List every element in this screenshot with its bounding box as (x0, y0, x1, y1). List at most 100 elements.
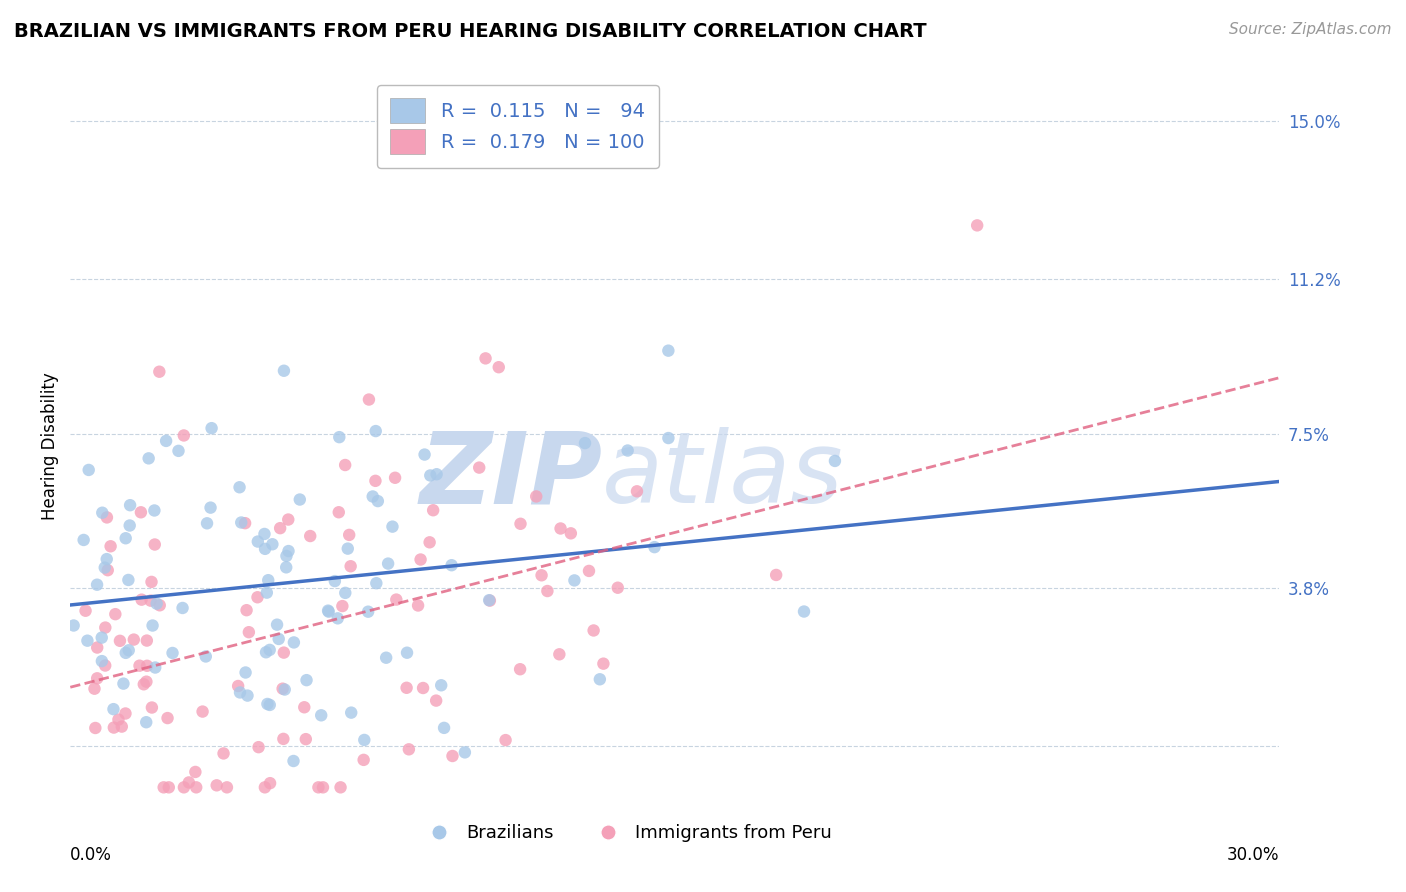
Point (578, 564, 600, 578)
Point (145, 597, 167, 611)
Point (276, 560, 298, 574)
Point (326, 611, 349, 625)
Point (156, 711, 179, 725)
Point (381, 519, 404, 533)
Point (229, 685, 252, 699)
Point (142, 618, 165, 632)
Point (277, 512, 299, 526)
Point (76, 633, 98, 648)
Point (114, 646, 136, 660)
Point (186, 780, 208, 795)
Point (336, 541, 359, 556)
Point (364, 474, 387, 488)
Point (139, 593, 162, 607)
Point (468, 460, 491, 475)
Point (295, 732, 318, 747)
Point (259, 776, 281, 790)
Point (118, 518, 141, 533)
Point (228, 480, 250, 494)
Point (419, 535, 441, 549)
Point (589, 673, 612, 687)
Point (395, 681, 418, 695)
Point (157, 780, 180, 795)
Point (77, 463, 100, 477)
Point (299, 529, 322, 543)
Point (96, 510, 118, 524)
Point (316, 604, 339, 618)
Point (366, 576, 388, 591)
Point (409, 552, 432, 566)
Point (173, 428, 195, 442)
Point (312, 780, 335, 795)
Point (177, 775, 200, 789)
Point (328, 430, 350, 444)
Point (247, 740, 270, 755)
Point (422, 503, 444, 517)
Point (148, 365, 170, 379)
Point (574, 436, 596, 450)
Point (413, 448, 436, 462)
Point (550, 521, 572, 535)
Point (212, 747, 235, 761)
Point (155, 434, 177, 448)
Point (478, 593, 501, 607)
Point (793, 605, 815, 619)
Point (129, 505, 152, 519)
Point (274, 682, 297, 697)
Point (276, 549, 298, 563)
Point (97, 563, 120, 577)
Point (194, 649, 217, 664)
Point (509, 662, 531, 676)
Point (377, 557, 399, 571)
Point (564, 574, 586, 588)
Point (256, 697, 278, 711)
Point (91, 506, 114, 520)
Point (367, 494, 389, 508)
Point (419, 468, 441, 483)
Point (606, 581, 628, 595)
Point (318, 605, 340, 619)
Point (114, 706, 136, 721)
Point (267, 632, 290, 646)
Point (259, 698, 281, 712)
Point (143, 503, 166, 517)
Point (440, 558, 463, 573)
Point (112, 676, 135, 690)
Point (332, 599, 354, 613)
Point (200, 500, 222, 515)
Point (425, 693, 447, 707)
Point (765, 568, 787, 582)
Point (361, 490, 384, 504)
Point (120, 498, 142, 512)
Point (548, 648, 571, 662)
Point (283, 635, 305, 649)
Point (173, 780, 195, 795)
Point (122, 632, 145, 647)
Point (90, 654, 112, 668)
Text: 0.0%: 0.0% (70, 846, 112, 863)
Point (135, 633, 157, 648)
Point (143, 660, 166, 674)
Point (94, 621, 117, 635)
Point (131, 592, 153, 607)
Point (246, 534, 269, 549)
Text: ZIP: ZIP (419, 427, 602, 524)
Text: BRAZILIAN VS IMMIGRANTS FROM PERU HEARING DISABILITY CORRELATION CHART: BRAZILIAN VS IMMIGRANTS FROM PERU HEARIN… (14, 22, 927, 41)
Point (236, 689, 259, 703)
Point (231, 516, 253, 530)
Point (262, 537, 284, 551)
Point (273, 364, 295, 378)
Point (172, 601, 194, 615)
Point (254, 541, 277, 556)
Point (233, 516, 256, 531)
Point (107, 713, 129, 727)
Point (200, 421, 222, 435)
Point (257, 573, 280, 587)
Point (295, 673, 318, 687)
Point (238, 625, 260, 640)
Point (195, 516, 218, 531)
Point (364, 424, 387, 438)
Point (191, 705, 214, 719)
Point (524, 490, 547, 504)
Point (277, 544, 299, 558)
